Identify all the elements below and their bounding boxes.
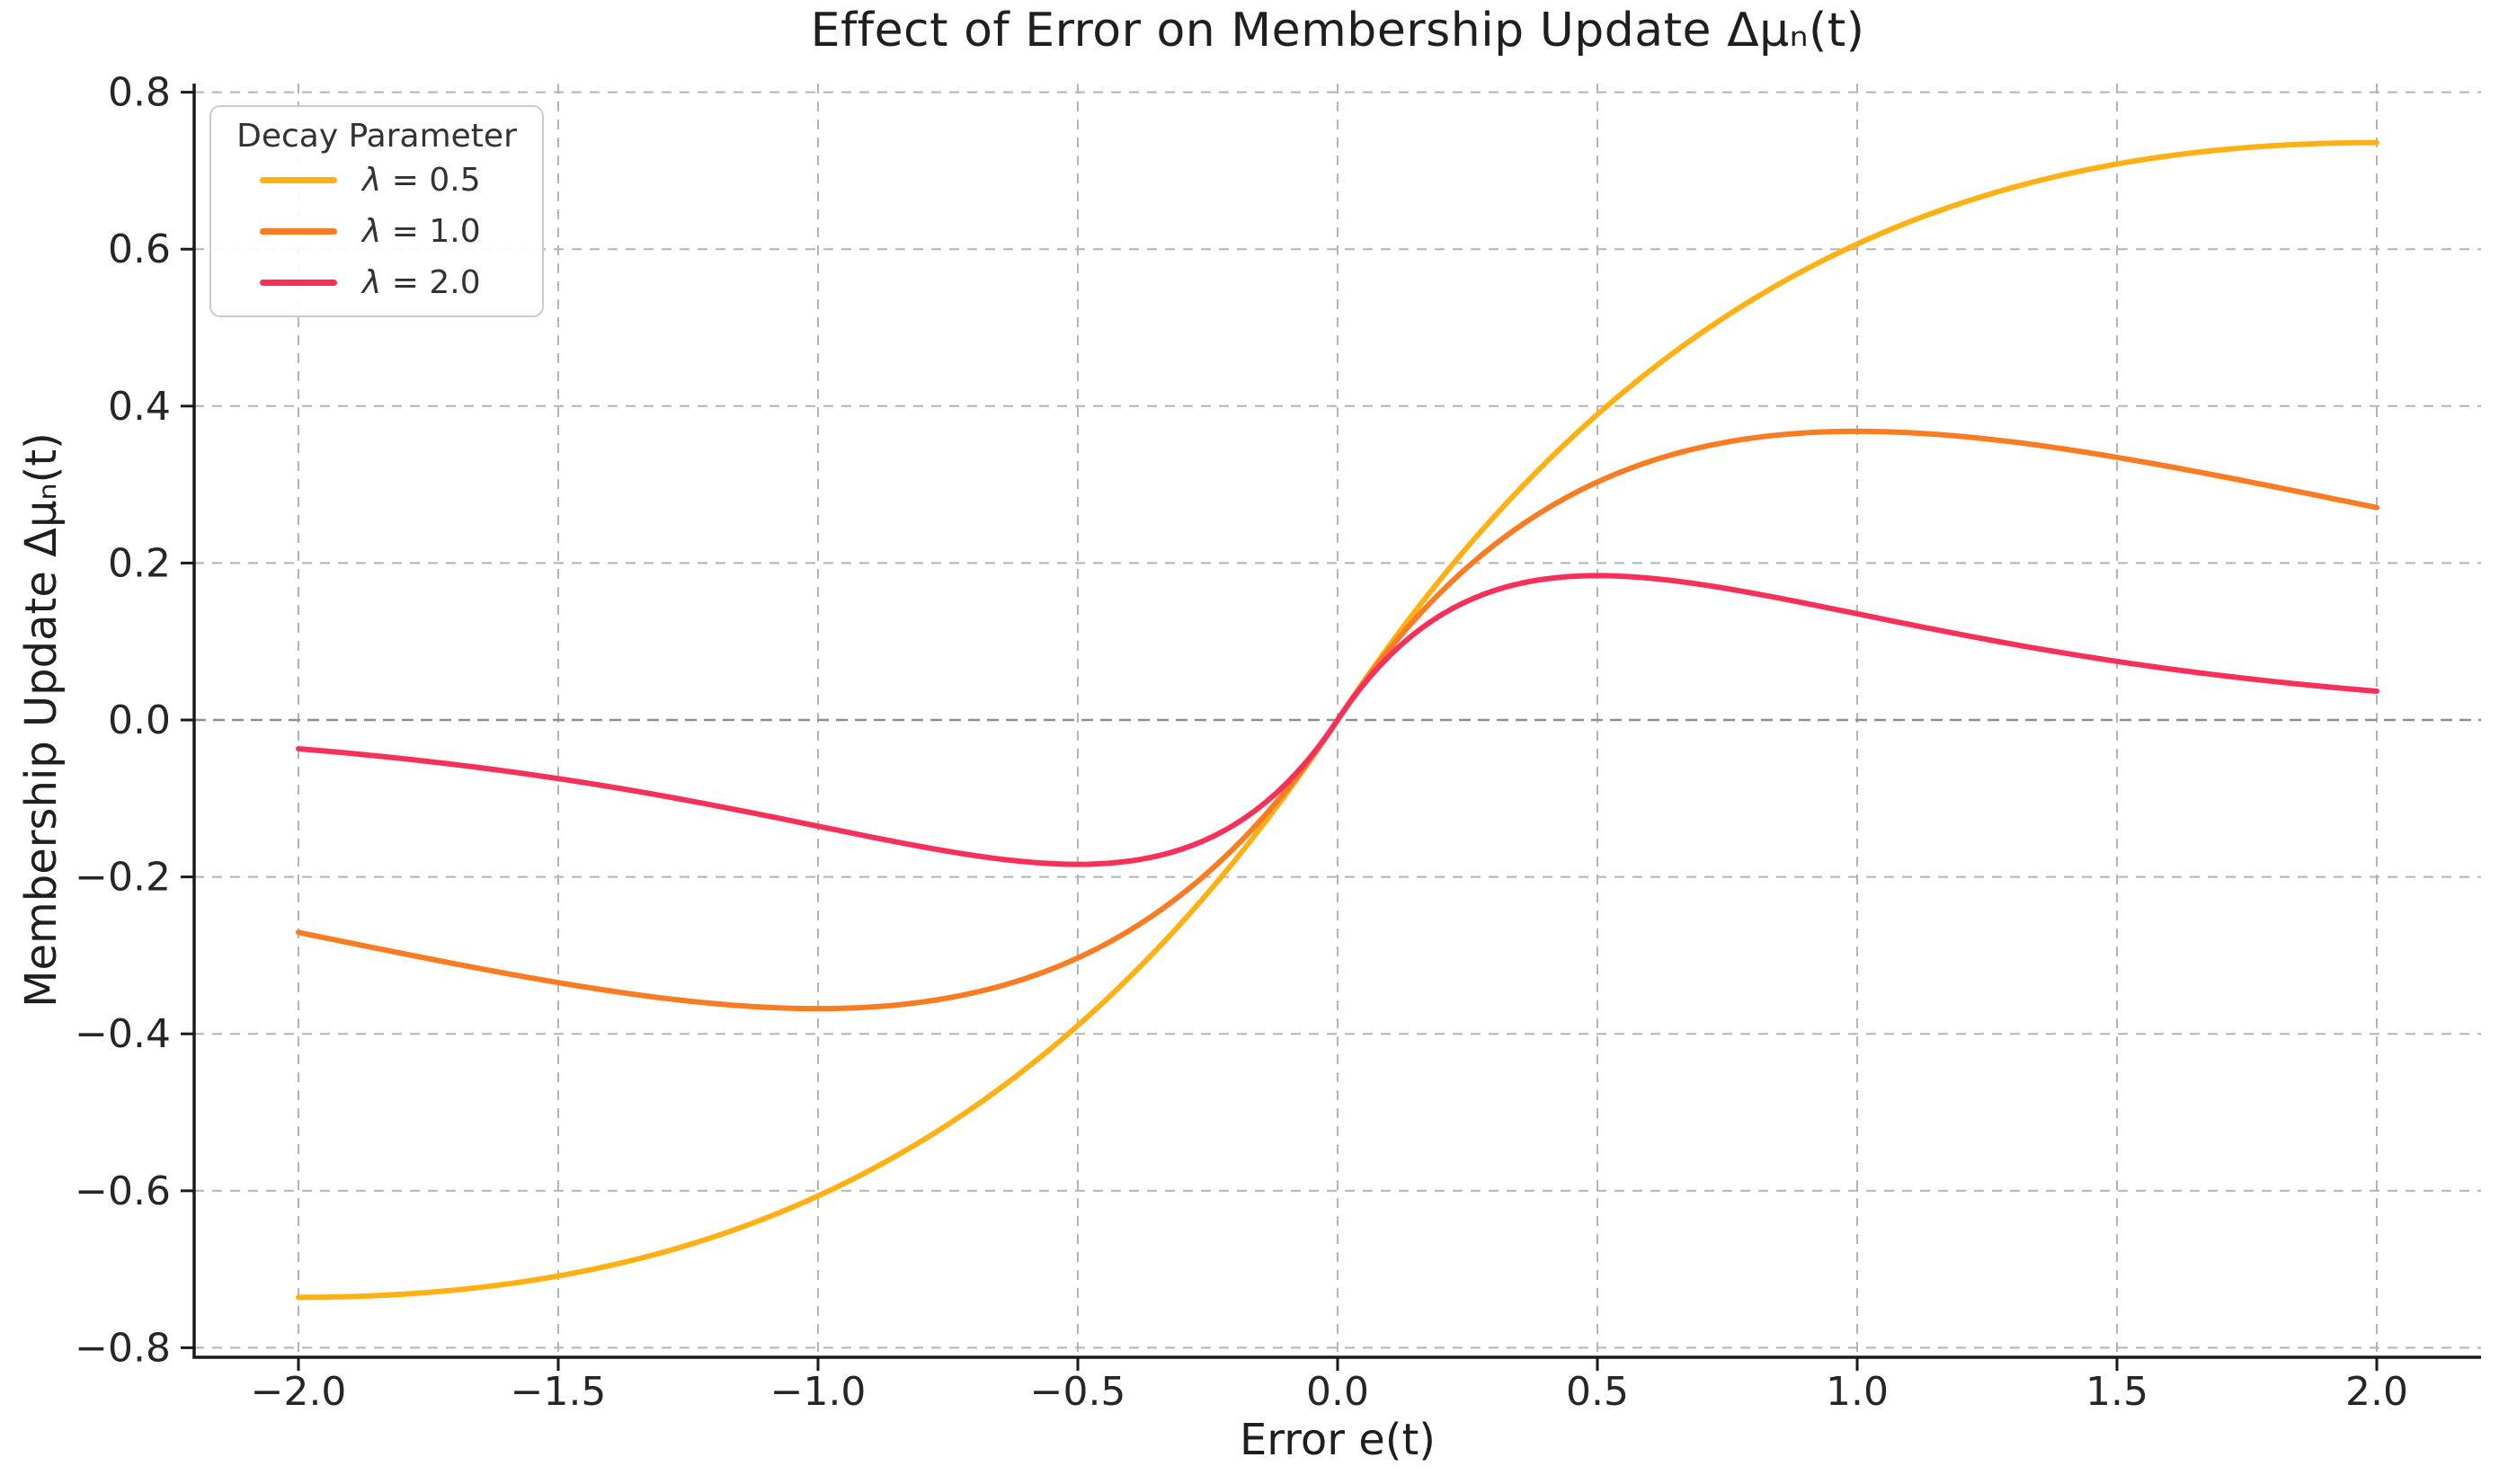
y-tick-label: 0.4 <box>108 384 171 430</box>
legend-item-lambda-2.0: λ = 2.0 <box>211 257 542 308</box>
y-axis-label: Membership Update Δμₙ(t) <box>16 432 67 1008</box>
curve-lambda-2 <box>296 573 2379 867</box>
legend-item-lambda-1.0: λ = 1.0 <box>211 206 542 257</box>
y-tick-label: −0.2 <box>75 855 171 901</box>
gridlines <box>194 84 2481 1357</box>
y-tick-label: 0.6 <box>108 227 171 272</box>
x-tick-label: −2.0 <box>251 1369 347 1415</box>
tick-marks: −2.0 −1.5 −1.0 −0.5 0.0 0.5 1.0 1.5 2.0 −0.8 −0.6 −… <box>75 70 2408 1415</box>
x-tick-label: −0.5 <box>1030 1369 1126 1415</box>
y-tick-label: 0.8 <box>108 70 171 116</box>
legend-item-label: λ = 0.5 <box>362 162 481 199</box>
x-tick-label: 0.0 <box>1306 1369 1369 1415</box>
legend-item-lambda-0.5: λ = 0.5 <box>211 155 542 206</box>
y-tick-label: 0.2 <box>108 540 171 586</box>
legend-item-label: λ = 1.0 <box>362 213 481 250</box>
x-axis-label: Error e(t) <box>1239 1415 1436 1465</box>
x-tick-label: 1.0 <box>1826 1369 1889 1415</box>
chart-title: Effect of Error on Membership Update Δμₙ… <box>810 4 1865 58</box>
legend: Decay Parameter λ = 0.5 λ = 1.0 λ = 2.0 <box>209 105 544 317</box>
x-tick-label: −1.5 <box>511 1369 607 1415</box>
x-tick-label: 0.5 <box>1566 1369 1629 1415</box>
curves <box>296 139 2379 1301</box>
y-tick-label: 0.0 <box>108 698 171 743</box>
x-tick-label: 1.5 <box>2086 1369 2148 1415</box>
legend-line-swatch <box>260 228 337 235</box>
x-tick-label: −1.0 <box>770 1369 867 1415</box>
legend-item-label: λ = 2.0 <box>362 264 481 301</box>
y-tick-label: −0.8 <box>75 1325 171 1371</box>
legend-line-swatch <box>260 280 337 286</box>
legend-title: Decay Parameter <box>236 118 517 155</box>
y-tick-label: −0.4 <box>75 1011 171 1057</box>
x-tick-label: 2.0 <box>2345 1369 2408 1415</box>
y-tick-label: −0.6 <box>75 1169 171 1214</box>
legend-line-swatch <box>260 177 337 183</box>
